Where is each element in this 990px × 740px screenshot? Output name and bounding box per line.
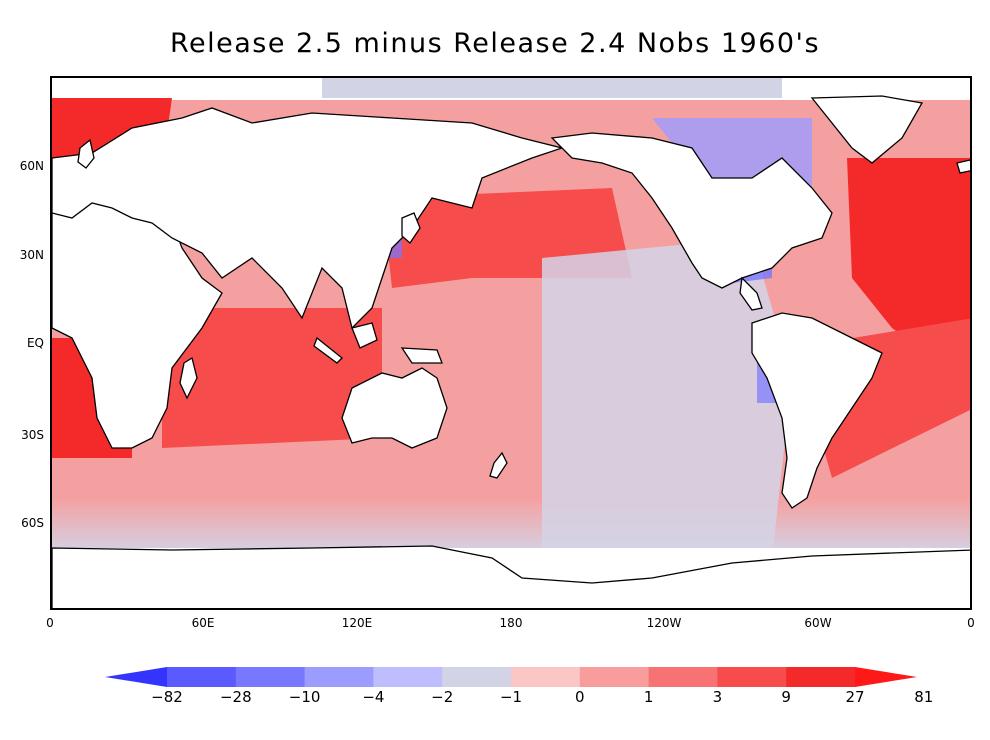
colorbar-max-arrow: [855, 667, 917, 687]
lon-label-0-east: 0: [967, 616, 975, 630]
south-america: [751, 312, 883, 509]
colorbar-tick-label: 3: [712, 688, 723, 706]
indonesia-borneo: [351, 322, 378, 349]
colorbar-tick-label: 1: [643, 688, 654, 706]
japan: [401, 212, 421, 244]
land-masses: [52, 95, 970, 608]
greenland: [810, 95, 924, 164]
colorbar-tick-label: −10: [288, 688, 321, 706]
north-atlantic-high: [847, 158, 970, 358]
lat-label-30n: 30N: [19, 248, 44, 262]
north-america: [550, 132, 833, 289]
colorbar-tick-label: −28: [219, 688, 252, 706]
colorbar-tick-label: 27: [845, 688, 865, 706]
colorbar-segment: [235, 667, 306, 687]
britain: [77, 138, 95, 169]
new-zealand: [489, 451, 508, 479]
colorbar-segment: [511, 667, 581, 687]
colorbar-segment: [717, 667, 787, 687]
madagascar: [179, 356, 198, 400]
colorbar-tick-label: 9: [781, 688, 791, 706]
iceland: [956, 159, 970, 174]
lat-label-eq: EQ: [26, 336, 44, 350]
lon-label-0-west: 0: [46, 616, 54, 630]
southern-ocean-grey: [52, 498, 970, 548]
lon-label-180: 180: [499, 616, 523, 630]
colorbar-tick-label: 0: [575, 688, 585, 706]
lat-label-60n: 60N: [19, 159, 44, 173]
lon-label-120e: 120E: [341, 616, 373, 630]
lon-label-120w: 120W: [646, 616, 682, 630]
arctic-grey-band: [322, 78, 782, 98]
map-plot-area: [50, 76, 972, 610]
colorbar-segment: [579, 667, 650, 687]
antarctica: [52, 545, 970, 608]
lat-label-60s: 60S: [21, 516, 44, 530]
indonesia-sumatra: [313, 336, 343, 364]
colorbar-segment: [442, 667, 512, 687]
colorbar-segment: [786, 667, 856, 687]
colorbar-segment: [648, 667, 718, 687]
lon-label-60w: 60W: [804, 616, 832, 630]
colorbar-tick-label: −82: [151, 688, 183, 706]
colorbar-tick-label: −1: [499, 688, 523, 706]
central-america: [739, 276, 763, 311]
colorbar-tick-label: 81: [914, 688, 934, 706]
world-map: [52, 78, 970, 608]
colorbar-segment: [167, 667, 237, 687]
lat-label-30s: 30S: [21, 428, 44, 442]
lon-label-60e: 60E: [191, 616, 215, 630]
colorbar-tick-label: −2: [431, 688, 454, 706]
colorbar-min-arrow: [105, 667, 167, 687]
australia: [341, 367, 448, 449]
colorbar-tick-label: −4: [362, 688, 385, 706]
new-guinea: [400, 347, 443, 364]
colorbar-segment: [373, 667, 443, 687]
colorbar-segment: [304, 667, 374, 687]
pacific-grey-region: [542, 238, 792, 558]
map-title: Release 2.5 minus Release 2.4 Nobs 1960'…: [169, 28, 821, 59]
eurasia: [52, 107, 565, 330]
indian-ocean-high: [162, 308, 382, 448]
